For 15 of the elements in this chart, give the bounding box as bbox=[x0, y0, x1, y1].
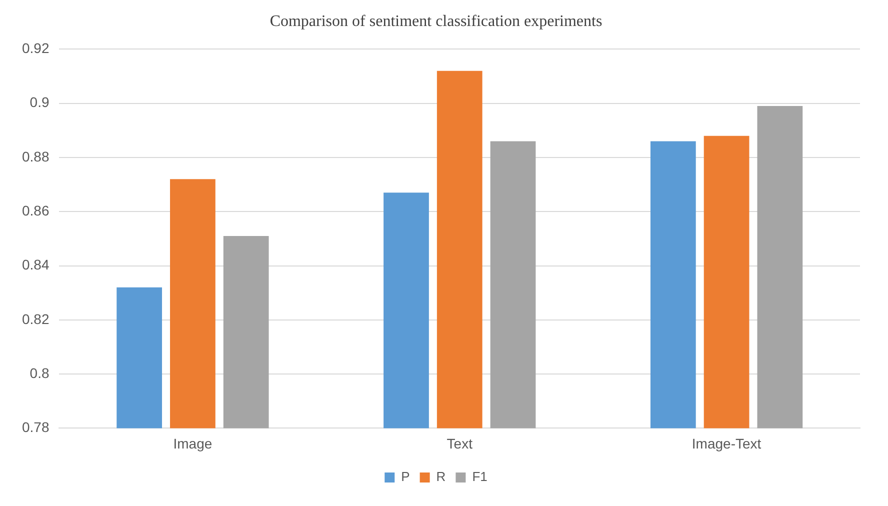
y-tick-label: 0.86 bbox=[22, 202, 50, 218]
y-tick-label: 0.82 bbox=[22, 310, 50, 327]
y-tick-label: 0.88 bbox=[22, 148, 50, 164]
y-tick-label: 0.9 bbox=[30, 94, 50, 110]
x-tick-label: Text bbox=[446, 435, 473, 452]
y-tick-label: 0.92 bbox=[22, 40, 50, 56]
legend-label: F1 bbox=[472, 469, 488, 484]
y-tick-label: 0.8 bbox=[30, 364, 50, 381]
chart-title: Comparison of sentiment classification experiments bbox=[270, 12, 602, 30]
legend-label: R bbox=[436, 469, 446, 484]
y-tick-label: 0.78 bbox=[22, 419, 50, 436]
x-tick-label: Image-Text bbox=[692, 435, 762, 452]
legend-label: P bbox=[401, 469, 410, 484]
x-tick-label: Image bbox=[173, 435, 212, 452]
y-tick-label: 0.84 bbox=[22, 256, 50, 273]
